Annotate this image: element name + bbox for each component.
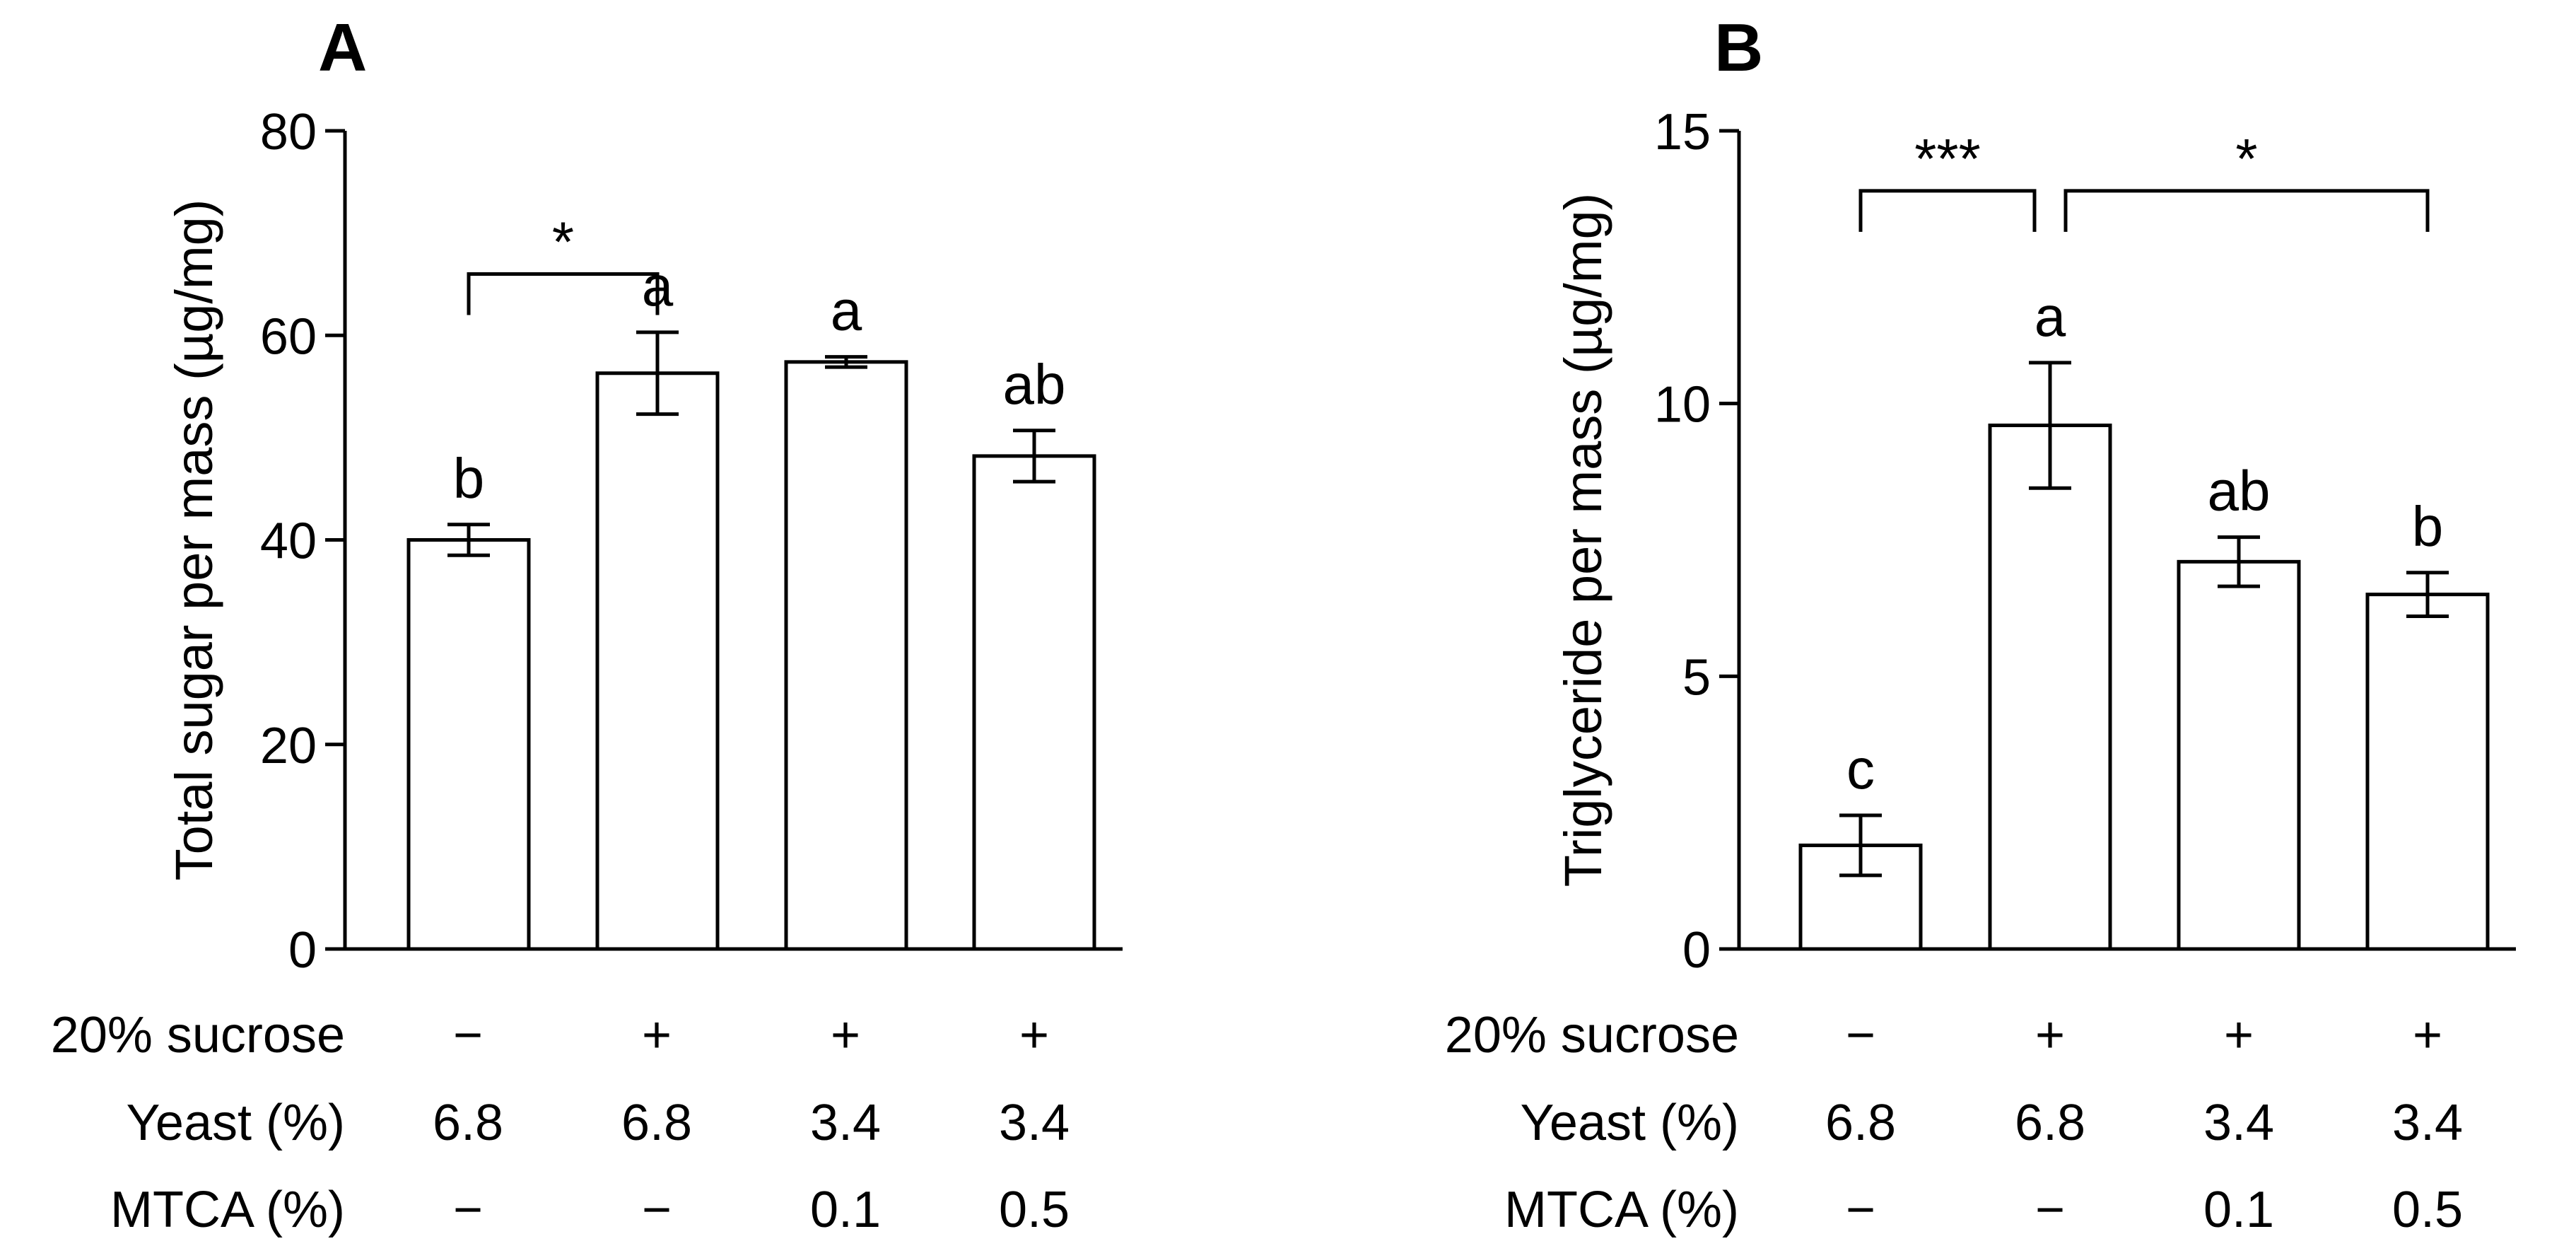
y-tick-label: 60 bbox=[260, 308, 317, 365]
y-axis-title: Total sugar per mass (µg/mg) bbox=[165, 199, 223, 881]
bar bbox=[2177, 559, 2301, 951]
chart-panel-b: B 0 5 10 15 Triglyceride per mass (µg/mg) c a ab… bbox=[1445, 10, 2516, 1238]
condition-label: MTCA (%) bbox=[1504, 1182, 1739, 1238]
significance-bracket bbox=[2063, 189, 2430, 232]
condition-value: − bbox=[642, 1182, 672, 1238]
bar bbox=[972, 454, 1096, 951]
condition-value: + bbox=[642, 1007, 672, 1064]
y-tick-label: 15 bbox=[1654, 104, 1711, 161]
condition-value: 6.8 bbox=[621, 1095, 692, 1151]
y-tick-label: 0 bbox=[1682, 922, 1711, 979]
condition-value: 0.5 bbox=[2392, 1182, 2463, 1238]
panel-label: B bbox=[1714, 10, 1763, 86]
condition-label: 20% sucrose bbox=[51, 1007, 345, 1064]
condition-value: 3.4 bbox=[2203, 1095, 2274, 1151]
bar bbox=[2365, 593, 2490, 951]
condition-value: 0.1 bbox=[810, 1182, 881, 1238]
condition-value: 6.8 bbox=[433, 1095, 503, 1151]
condition-label: 20% sucrose bbox=[1445, 1007, 1739, 1064]
significance-letter: ab bbox=[1003, 353, 1066, 416]
significance-letter: a bbox=[2035, 285, 2066, 348]
condition-label: Yeast (%) bbox=[127, 1095, 345, 1151]
condition-value: + bbox=[831, 1007, 860, 1064]
y-tick-label: 40 bbox=[260, 513, 317, 570]
condition-value: 0.5 bbox=[999, 1182, 1070, 1238]
significance-stars: * bbox=[552, 210, 574, 273]
significance-stars: * bbox=[2235, 127, 2257, 190]
significance-letter: b bbox=[453, 447, 485, 510]
y-tick-label: 10 bbox=[1654, 377, 1711, 433]
bar bbox=[1988, 424, 2112, 951]
condition-label: Yeast (%) bbox=[1521, 1095, 1739, 1151]
condition-value: − bbox=[453, 1007, 483, 1064]
significance-bracket bbox=[1858, 189, 2037, 232]
significance-letter: c bbox=[1846, 738, 1875, 800]
significance-letter: a bbox=[831, 279, 862, 342]
condition-value: − bbox=[1846, 1182, 1875, 1238]
condition-value: 6.8 bbox=[2015, 1095, 2085, 1151]
chart-panel-a: A 0 20 40 60 80 Total sugar per mass (µg/mg) b a… bbox=[51, 10, 1123, 1238]
condition-value: − bbox=[453, 1182, 483, 1238]
condition-value: − bbox=[2035, 1182, 2065, 1238]
condition-value: 3.4 bbox=[999, 1095, 1070, 1151]
condition-value: + bbox=[2035, 1007, 2065, 1064]
condition-value: + bbox=[1019, 1007, 1049, 1064]
condition-value: + bbox=[2224, 1007, 2254, 1064]
bar bbox=[595, 371, 720, 951]
y-tick-label: 5 bbox=[1682, 649, 1711, 706]
significance-letter: b bbox=[2412, 495, 2444, 558]
bar bbox=[406, 538, 531, 951]
condition-value: + bbox=[2413, 1007, 2442, 1064]
bar bbox=[784, 360, 908, 951]
significance-stars: *** bbox=[1914, 127, 1980, 190]
condition-value: 3.4 bbox=[810, 1095, 881, 1151]
significance-bracket bbox=[467, 272, 660, 315]
significance-letter: ab bbox=[2208, 460, 2271, 523]
condition-value: 3.4 bbox=[2392, 1095, 2463, 1151]
panel-label: A bbox=[318, 10, 367, 86]
y-axis-title: Triglyceride per mass (µg/mg) bbox=[1554, 193, 1612, 887]
y-tick-label: 80 bbox=[260, 104, 317, 161]
condition-value: 6.8 bbox=[1825, 1095, 1896, 1151]
y-tick-label: 20 bbox=[260, 718, 317, 774]
condition-value: − bbox=[1846, 1007, 1875, 1064]
condition-label: MTCA (%) bbox=[110, 1182, 345, 1238]
y-tick-label: 0 bbox=[288, 922, 317, 979]
condition-value: 0.1 bbox=[2203, 1182, 2274, 1238]
